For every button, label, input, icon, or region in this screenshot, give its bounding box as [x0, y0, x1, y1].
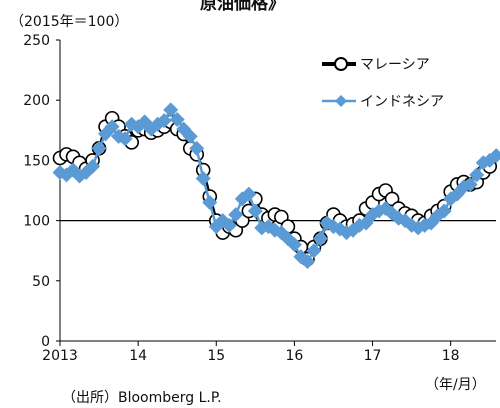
data-point-indonesia: [488, 148, 500, 164]
data-point-indonesia: [104, 119, 120, 135]
data-point-indonesia: [182, 128, 198, 144]
data-point-indonesia: [436, 203, 452, 219]
data-point-indonesia: [469, 167, 485, 183]
y-tick-label: 100: [23, 214, 50, 230]
y-tick-label: 150: [23, 153, 50, 169]
legend-label-indonesia: インドネシア: [360, 94, 444, 110]
x-tick-label: 16: [285, 348, 303, 364]
x-axis-ticks: 2013 14 15 16 17 18: [42, 341, 460, 364]
y-tick-label: 250: [23, 33, 50, 49]
x-tick-label: 2013: [42, 348, 78, 364]
x-tick-label: 14: [129, 348, 147, 364]
y-unit-label: （2015年＝100）: [10, 14, 128, 30]
data-point-indonesia: [221, 217, 237, 233]
data-point-indonesia: [156, 113, 172, 129]
data-point-indonesia: [91, 140, 107, 156]
legend-item-malaysia: マレーシア: [322, 57, 430, 73]
data-point-indonesia: [241, 186, 257, 202]
legend-item-indonesia: インドネシア: [322, 94, 444, 110]
legend-marker-malaysia: [334, 57, 348, 71]
series-indonesia: [52, 102, 500, 270]
x-tick-label: 18: [442, 348, 460, 364]
data-point-indonesia: [202, 195, 218, 211]
y-tick-label: 50: [32, 274, 50, 290]
axes: [59, 40, 496, 342]
x-unit-label: （年/月）: [425, 377, 486, 393]
legend-marker-indonesia: [335, 95, 347, 107]
data-point-indonesia: [189, 140, 205, 156]
data-point-indonesia: [462, 176, 478, 192]
legend: マレーシア インドネシア: [322, 57, 444, 110]
y-axis-ticks: 0 50 100 150 200 250: [23, 33, 60, 350]
data-point-indonesia: [286, 237, 302, 253]
x-tick-label: 15: [207, 348, 225, 364]
x-tick-label: 17: [364, 348, 382, 364]
data-point-indonesia: [247, 203, 263, 219]
data-point-indonesia: [85, 158, 101, 174]
source-note: （出所）Bloomberg L.P.: [62, 390, 222, 406]
series-layer: [52, 102, 500, 270]
y-tick-label: 0: [41, 334, 50, 350]
data-point-indonesia: [195, 170, 211, 186]
data-point-indonesia: [306, 243, 322, 259]
data-point-indonesia: [312, 231, 328, 247]
data-point-indonesia: [117, 131, 133, 147]
data-point-indonesia: [299, 254, 315, 270]
data-point-indonesia: [163, 102, 179, 118]
chart-title: 原油価格》: [200, 0, 285, 14]
data-point-indonesia: [169, 111, 185, 127]
data-point-indonesia: [228, 207, 244, 223]
y-tick-label: 200: [23, 93, 50, 109]
legend-label-malaysia: マレーシア: [360, 57, 430, 73]
